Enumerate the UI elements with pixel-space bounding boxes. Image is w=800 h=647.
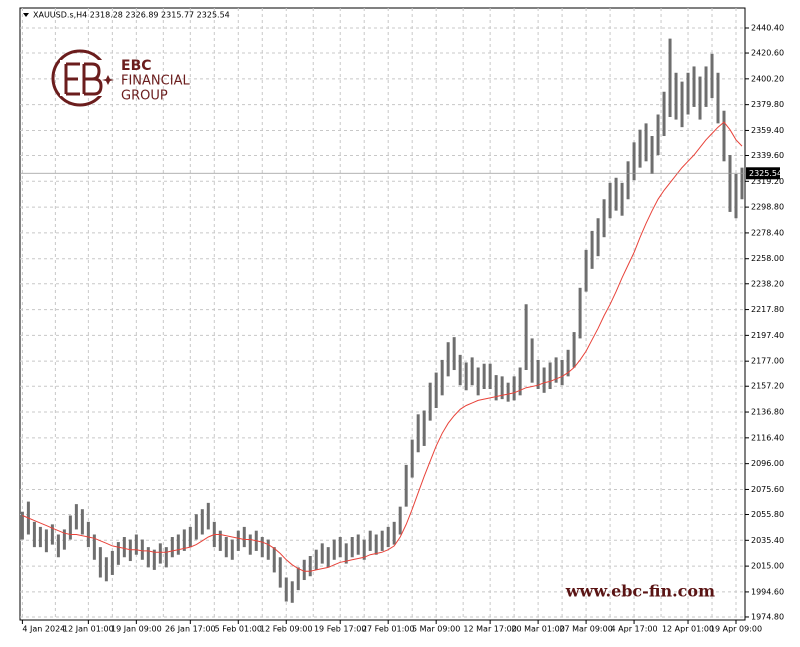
x-tick-label: 12 Apr 01:00 (662, 625, 714, 634)
y-tick-label: 2075.60 (751, 485, 784, 494)
x-tick-label: 20 Mar 01:00 (511, 625, 564, 634)
y-tick-label: 2379.80 (751, 100, 784, 109)
y-tick-label: 2238.20 (751, 279, 784, 288)
y-tick-label: 2420.60 (751, 49, 784, 58)
x-tick-label: 27 Mar 09:00 (559, 625, 612, 634)
x-tick-label: 12 Mar 17:00 (463, 625, 516, 634)
plot-frame (19, 7, 746, 621)
y-tick-label: 2298.80 (751, 203, 784, 212)
x-tick-label: 19 Jan 09:00 (111, 625, 162, 634)
y-tick-label: 2258.00 (751, 254, 784, 263)
y-tick-label: 2136.80 (751, 408, 784, 417)
y-tick-label: 2197.40 (751, 331, 784, 340)
y-tick-label: 2359.40 (751, 126, 784, 135)
y-tick-label: 1974.80 (751, 612, 784, 621)
last-price-label: 2325.54 (749, 169, 782, 178)
logo-line: GROUP (121, 89, 168, 104)
menu-arrow (23, 13, 29, 17)
logo-star (102, 75, 114, 85)
x-tick-label: 5 Feb 01:00 (215, 625, 262, 634)
x-tick-label: 5 Mar 09:00 (412, 625, 460, 634)
x-tick-label: 4 Jan 2024 (22, 625, 65, 634)
x-tick-label: 12 Feb 09:00 (260, 625, 312, 634)
y-tick-label: 2157.20 (751, 382, 784, 391)
logo-glyph (64, 62, 103, 96)
y-tick-label: 2400.20 (751, 74, 784, 83)
moving-average (22, 121, 743, 572)
x-tick-label: 19 Feb 17:00 (314, 625, 366, 634)
chart-title: XAUUSD.s,H4 2318.28 2326.89 2315.77 2325… (33, 11, 230, 20)
y-tick-label: 2278.40 (751, 228, 784, 237)
y-tick-label: 2319.20 (751, 177, 784, 186)
y-tick-label: 2116.40 (751, 433, 784, 442)
y-tick-label: 2015.00 (751, 562, 784, 571)
last-price-box (746, 167, 780, 180)
y-tick-label: 2035.40 (751, 536, 784, 545)
x-tick-label: 12 Jan 01:00 (63, 625, 114, 634)
x-tick-label: 19 Apr 09:00 (710, 625, 762, 634)
logo-name: EBC (121, 58, 152, 74)
x-tick-label: 4 Apr 17:00 (611, 625, 658, 634)
y-tick-label: 2217.80 (751, 305, 784, 314)
y-tick-label: 2177.00 (751, 357, 784, 366)
x-tick-label: 26 Jan 17:00 (165, 625, 216, 634)
logo-line: FINANCIAL (121, 74, 190, 89)
y-tick-label: 2096.00 (751, 459, 784, 468)
y-tick-label: 1994.60 (751, 587, 784, 596)
y-tick-label: 2440.40 (751, 23, 784, 32)
y-tick-label: 2055.80 (751, 510, 784, 519)
watermark: www.ebc-fin.com (565, 582, 715, 601)
x-tick-label: 27 Feb 01:00 (362, 625, 414, 634)
logo: EBC FINANCIAL GROUP (51, 49, 190, 107)
y-tick-label: 2339.60 (751, 151, 784, 160)
